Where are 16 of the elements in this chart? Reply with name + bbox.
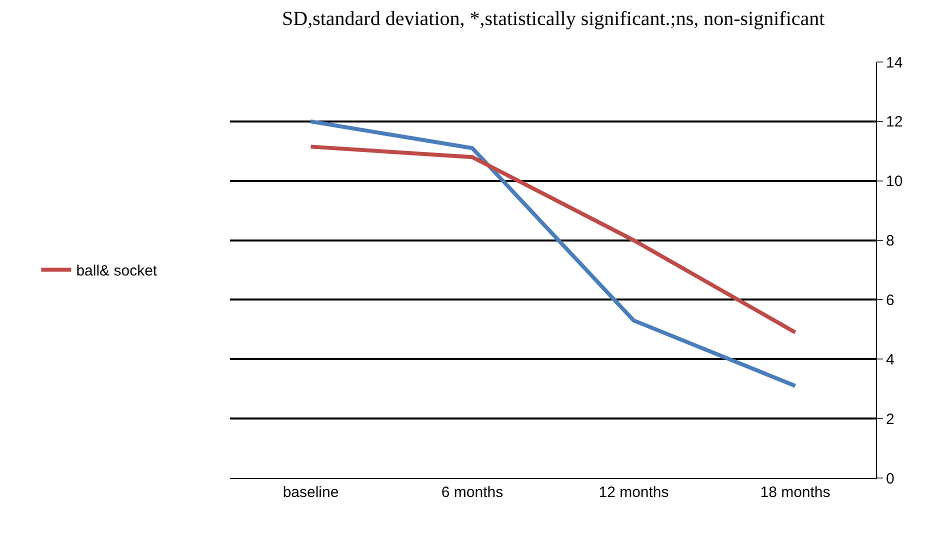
y-tick-label: 10 — [886, 173, 903, 190]
y-tick-label: 6 — [886, 292, 894, 309]
y-tick-label: 2 — [886, 410, 894, 428]
x-tick-label: 6 months — [441, 484, 504, 501]
x-tick-label: 12 months — [598, 484, 669, 501]
x-tick-label: baseline — [282, 484, 339, 501]
y-tick-label: 4 — [886, 351, 894, 368]
y-tick-label: 12 — [886, 114, 903, 131]
line-series — [308, 144, 798, 334]
y-tick-label: 8 — [886, 232, 894, 250]
y-tick-label: 14 — [886, 54, 903, 72]
line-series — [308, 119, 798, 388]
x-tick-label: 18 months — [760, 484, 830, 501]
legend-label: ball& socket — [76, 262, 158, 280]
y-tick-label: 0 — [886, 470, 894, 488]
text: SD,standard deviation, *,statistically significant.;ns, non-significant — [282, 8, 826, 30]
